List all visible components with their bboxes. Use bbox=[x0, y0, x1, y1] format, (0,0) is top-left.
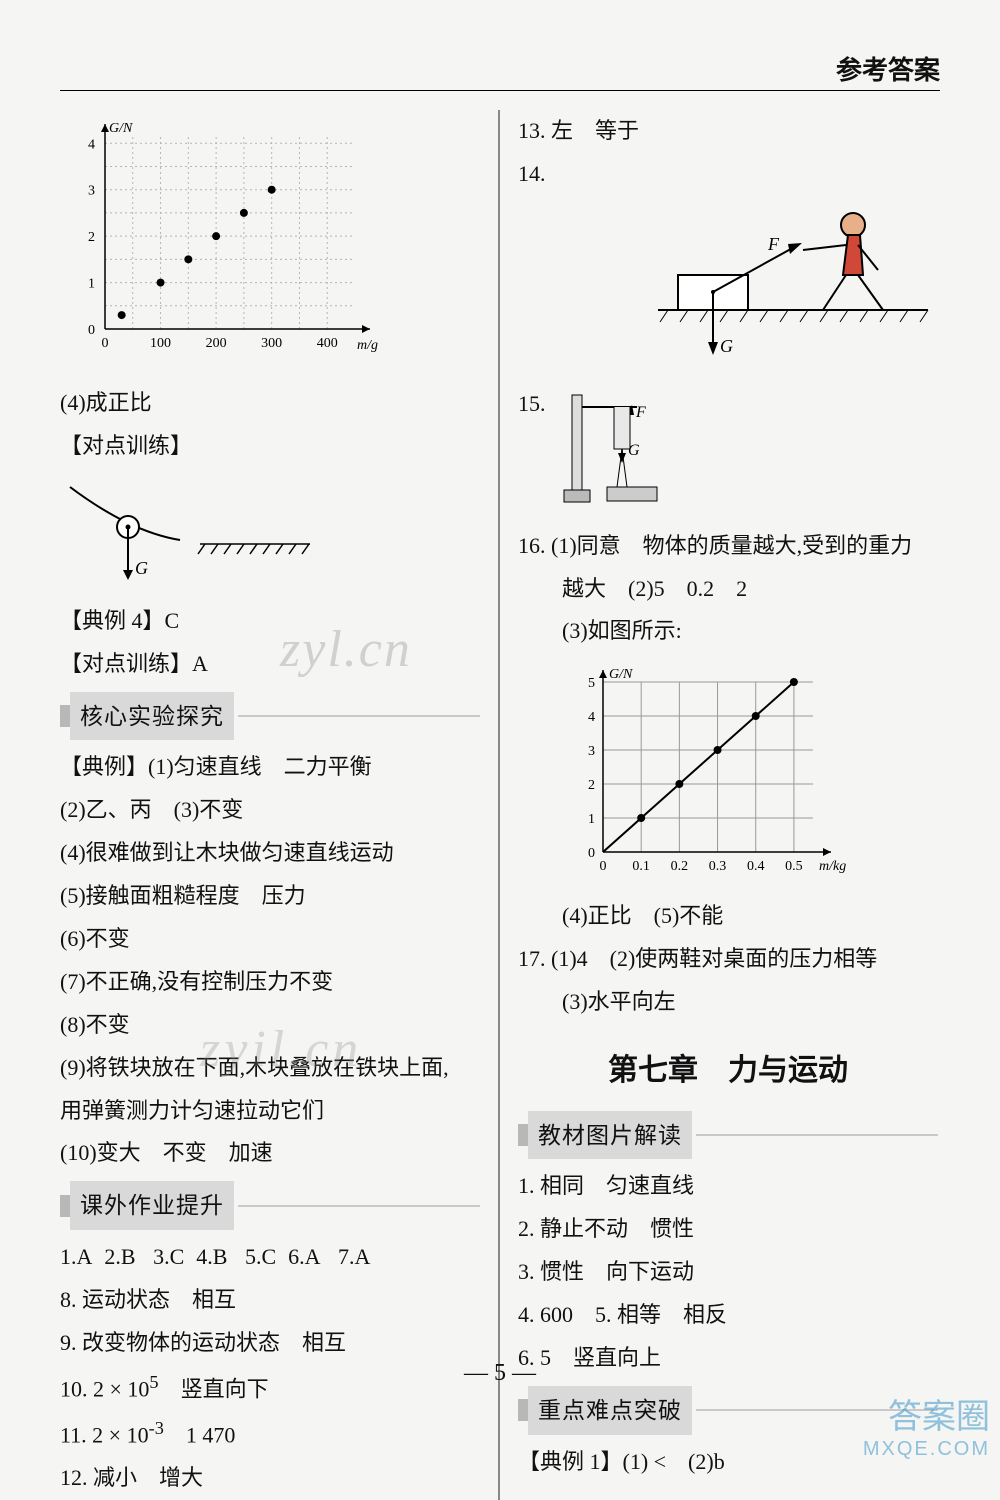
ans-6: (6)不变 bbox=[60, 918, 480, 961]
section-title: 课外作业提升 bbox=[70, 1181, 234, 1230]
chapter-title: 第七章 力与运动 bbox=[518, 1042, 938, 1101]
ans-13: 13. 左 等于 bbox=[518, 110, 938, 153]
chart-gn-mkg: 0 0.1 0.2 0.3 0.4 0.5 0 1 2 3 4 5 m/kg G/N bbox=[558, 657, 938, 887]
ans-11: 11. 2 × 10-3 1 470 bbox=[60, 1411, 480, 1457]
ans-17b: (3)水平向左 bbox=[518, 981, 938, 1024]
svg-text:G: G bbox=[720, 336, 733, 356]
t3: 3. 惯性 向下运动 bbox=[518, 1251, 938, 1294]
example-4: 【典例 4】C bbox=[60, 600, 480, 643]
right-column: 13. 左 等于 14. bbox=[508, 110, 938, 1500]
answers-1-7: 1.A2.B 3.C4.B 5.C6.A 7.A bbox=[60, 1236, 480, 1279]
svg-text:0.4: 0.4 bbox=[747, 859, 765, 874]
svg-text:200: 200 bbox=[206, 336, 227, 351]
chart-gn-mg: 0 100 200 300 400 0 1 2 3 4 m/g G/N bbox=[60, 114, 480, 374]
svg-text:G: G bbox=[135, 558, 148, 578]
ans-8: (8)不变 bbox=[60, 1004, 480, 1047]
example-main: 【典例】(1)匀速直线 二力平衡 bbox=[60, 746, 480, 789]
section-title: 教材图片解读 bbox=[528, 1111, 692, 1160]
svg-text:0.5: 0.5 bbox=[785, 859, 803, 874]
column-divider bbox=[498, 110, 500, 1500]
ans-9c: 9. 改变物体的运动状态 相互 bbox=[60, 1322, 480, 1365]
svg-text:1: 1 bbox=[588, 812, 595, 827]
svg-text:0.2: 0.2 bbox=[671, 859, 689, 874]
svg-text:300: 300 bbox=[261, 336, 282, 351]
ans-8b: 8. 运动状态 相互 bbox=[60, 1279, 480, 1322]
ans-9b: 用弹簧测力计匀速拉动它们 bbox=[60, 1090, 480, 1133]
svg-text:3: 3 bbox=[88, 184, 95, 199]
section-textbook-images: 教材图片解读 bbox=[518, 1111, 938, 1160]
ans-12: 12. 减小 增大 bbox=[60, 1457, 480, 1500]
section-key-difficulties: 重点难点突破 bbox=[518, 1386, 938, 1435]
svg-text:F: F bbox=[767, 234, 780, 254]
section-title: 核心实验探究 bbox=[70, 692, 234, 741]
svg-text:0.1: 0.1 bbox=[632, 859, 650, 874]
svg-text:m/kg: m/kg bbox=[819, 859, 846, 874]
ans-2-3: (2)乙、丙 (3)不变 bbox=[60, 789, 480, 832]
svg-text:0: 0 bbox=[588, 846, 595, 861]
ans-16c: (3)如图所示: bbox=[518, 610, 938, 653]
svg-text:0: 0 bbox=[102, 336, 109, 351]
svg-text:2: 2 bbox=[88, 230, 95, 245]
svg-text:G/N: G/N bbox=[109, 121, 133, 136]
svg-text:F: F bbox=[635, 404, 646, 421]
left-column: 0 100 200 300 400 0 1 2 3 4 m/g G/N (4)成正比 【对点训练】 G bbox=[60, 110, 490, 1500]
example-1: 【典例 1】(1) < (2)b bbox=[518, 1441, 938, 1484]
page-number: — 5 — bbox=[60, 1360, 940, 1387]
ans-4b: (4)很难做到让木块做匀速直线运动 bbox=[60, 832, 480, 875]
svg-text:5: 5 bbox=[588, 676, 595, 691]
t4: 4. 600 5. 相等 相反 bbox=[518, 1294, 938, 1337]
ans-16a: 16. (1)同意 物体的质量越大,受到的重力 bbox=[518, 525, 938, 568]
svg-text:4: 4 bbox=[88, 137, 95, 152]
svg-text:0.3: 0.3 bbox=[709, 859, 727, 874]
section-title: 重点难点突破 bbox=[528, 1386, 692, 1435]
svg-text:0: 0 bbox=[600, 859, 607, 874]
header-rule bbox=[60, 90, 940, 91]
svg-text:3: 3 bbox=[588, 744, 595, 759]
q14-label: 14. bbox=[518, 153, 938, 196]
ans-5: (5)接触面粗糙程度 压力 bbox=[60, 875, 480, 918]
figure-15: F G bbox=[552, 387, 702, 517]
svg-text:m/g: m/g bbox=[357, 338, 378, 353]
ans-7: (7)不正确,没有控制压力不变 bbox=[60, 961, 480, 1004]
point-training-1: 【对点训练】 bbox=[60, 425, 480, 468]
section-homework: 课外作业提升 bbox=[60, 1181, 480, 1230]
svg-text:0: 0 bbox=[88, 323, 95, 338]
svg-text:2: 2 bbox=[588, 778, 595, 793]
section-core-experiment: 核心实验探究 bbox=[60, 692, 480, 741]
svg-text:G/N: G/N bbox=[609, 667, 633, 682]
t2: 2. 静止不动 惯性 bbox=[518, 1208, 938, 1251]
figure-14: F G bbox=[518, 200, 938, 375]
svg-text:1: 1 bbox=[88, 277, 95, 292]
ans-17a: 17. (1)4 (2)使两鞋对桌面的压力相等 bbox=[518, 938, 938, 981]
header-title: 参考答案 bbox=[836, 50, 940, 87]
ans-10b: (10)变大 不变 加速 bbox=[60, 1132, 480, 1175]
t1: 1. 相同 匀速直线 bbox=[518, 1165, 938, 1208]
q15-label: 15. bbox=[518, 383, 546, 426]
svg-text:100: 100 bbox=[150, 336, 171, 351]
svg-text:4: 4 bbox=[588, 710, 595, 725]
ans-4: (4)成正比 bbox=[60, 382, 480, 425]
point-training-2: 【对点训练】A bbox=[60, 643, 480, 686]
ans-16b: 越大 (2)5 0.2 2 bbox=[518, 568, 938, 611]
ans-16d: (4)正比 (5)不能 bbox=[518, 895, 938, 938]
ans-9a: (9)将铁块放在下面,木块叠放在铁块上面, bbox=[60, 1047, 480, 1090]
pendulum-figure: G bbox=[60, 472, 480, 592]
svg-text:400: 400 bbox=[317, 336, 338, 351]
